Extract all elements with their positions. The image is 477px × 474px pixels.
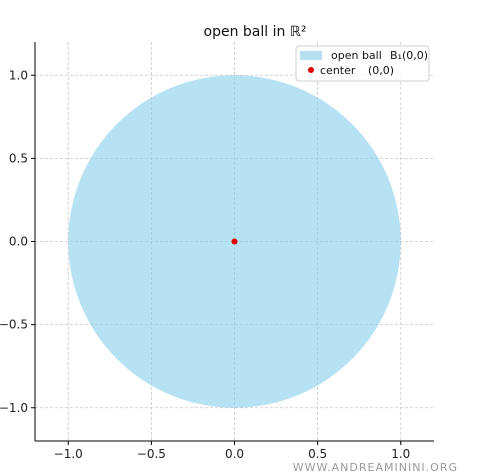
x-tick-label: −1.0 (54, 447, 83, 461)
legend-label: center (320, 64, 356, 77)
legend-label: open ball (331, 49, 382, 62)
points-layer (231, 238, 238, 245)
y-tick-label: −1.0 (0, 401, 28, 415)
x-tick-label: 0.0 (225, 447, 244, 461)
legend-marker-center (308, 67, 314, 73)
legend-box (295, 45, 430, 82)
x-tick-label: 0.5 (308, 447, 327, 461)
y-tick-label: 0.0 (9, 235, 28, 249)
y-tick-label: 1.0 (9, 68, 28, 82)
legend-annotation: (0,0) (368, 64, 394, 77)
center-point (231, 238, 238, 245)
legend-swatch-ball (300, 51, 322, 60)
legend-annotation: B₁(0,0) (390, 49, 428, 62)
chart-title: open ball in ℝ² (204, 24, 307, 40)
legend: open ball B₁(0,0) center (0,0) (295, 45, 430, 82)
x-tick-label: 1.0 (391, 447, 410, 461)
y-tick-label: 0.5 (9, 151, 28, 165)
y-ticks: 1.0 0.5 0.0 −0.5 −1.0 (0, 68, 35, 415)
x-ticks: −1.0 −0.5 0.0 0.5 1.0 (54, 441, 410, 461)
x-tick-label: −0.5 (137, 447, 166, 461)
y-tick-label: −0.5 (0, 318, 28, 332)
watermark: WWW.ANDREAMININI.ORG (293, 461, 458, 474)
